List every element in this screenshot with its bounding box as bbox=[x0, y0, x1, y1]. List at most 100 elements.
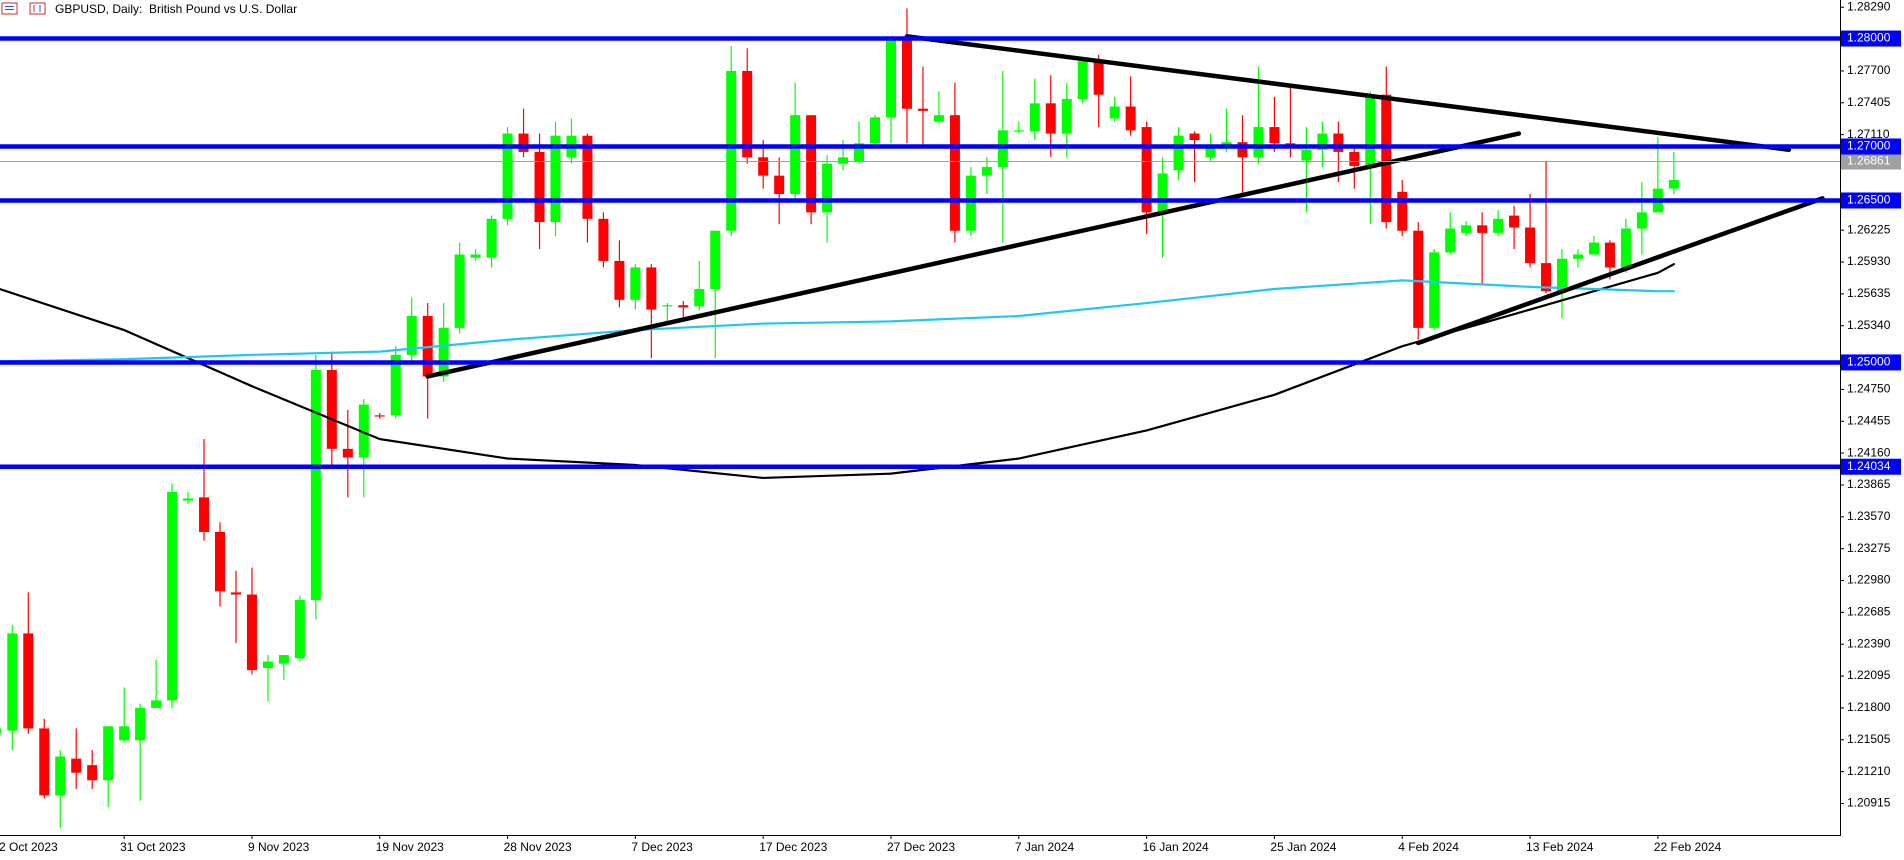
x-tick-label: 9 Nov 2023 bbox=[248, 840, 310, 854]
y-tick-label: 1.22685 bbox=[1847, 605, 1891, 619]
candle-body bbox=[582, 135, 593, 219]
candle-body bbox=[358, 404, 369, 458]
moving-average bbox=[0, 279, 1675, 363]
candle-body bbox=[406, 316, 417, 355]
candle-body bbox=[1045, 103, 1056, 134]
candle-body bbox=[1620, 228, 1631, 268]
candle-body bbox=[1189, 133, 1200, 141]
candle-body bbox=[1157, 173, 1168, 213]
x-tick-label: 7 Dec 2023 bbox=[631, 840, 693, 854]
candle-body bbox=[758, 157, 769, 176]
y-tick-label: 1.25340 bbox=[1847, 318, 1891, 332]
candle-body bbox=[199, 497, 210, 532]
candle-body bbox=[1541, 263, 1552, 292]
candle-body bbox=[630, 267, 641, 300]
y-tick-label: 1.22095 bbox=[1847, 668, 1891, 682]
level-label: 1.28000 bbox=[1847, 31, 1891, 45]
x-tick-label: 7 Jan 2024 bbox=[1015, 840, 1075, 854]
x-tick-label: 22 Oct 2023 bbox=[0, 840, 58, 854]
candle-body bbox=[806, 115, 817, 213]
candle-body bbox=[710, 230, 721, 290]
candle-body bbox=[1636, 212, 1647, 229]
x-tick-label: 31 Oct 2023 bbox=[120, 840, 186, 854]
y-tick-label: 1.21210 bbox=[1847, 764, 1891, 778]
chart-header: GBPUSD, Daily: British Pound vs U.S. Dol… bbox=[1, 2, 297, 16]
candle-body bbox=[310, 369, 321, 600]
candle-body bbox=[7, 633, 18, 731]
y-tick-label: 1.27405 bbox=[1847, 95, 1891, 109]
candle-body bbox=[1572, 254, 1583, 259]
candle-body bbox=[454, 254, 465, 328]
candle-body bbox=[1109, 106, 1120, 119]
candle-body bbox=[214, 531, 225, 592]
trend-line bbox=[1415, 196, 1825, 346]
candle-body bbox=[470, 254, 481, 258]
level-label-box bbox=[1841, 138, 1901, 155]
y-tick-label: 1.20915 bbox=[1847, 796, 1891, 810]
candle-body bbox=[278, 655, 289, 664]
candle-body bbox=[742, 70, 753, 158]
candle-body bbox=[981, 167, 992, 176]
candle-body bbox=[390, 354, 401, 416]
candle-body bbox=[662, 305, 673, 307]
candle-body bbox=[614, 260, 625, 300]
y-tick-label: 1.21800 bbox=[1847, 700, 1891, 714]
candle-body bbox=[119, 726, 130, 741]
level-label-box bbox=[1841, 354, 1901, 371]
y-tick-label: 1.23865 bbox=[1847, 477, 1891, 491]
candle-body bbox=[933, 115, 944, 122]
menu-icon[interactable] bbox=[1, 2, 18, 15]
candle-body bbox=[1253, 127, 1264, 158]
candle-body bbox=[1413, 230, 1424, 328]
x-tick-label: 17 Dec 2023 bbox=[759, 840, 827, 854]
candle-body bbox=[790, 115, 801, 195]
candle-body bbox=[1668, 179, 1679, 189]
candle-body bbox=[1429, 252, 1440, 328]
candle-body bbox=[1205, 145, 1216, 158]
x-tick-label: 28 Nov 2023 bbox=[504, 840, 572, 854]
candle-body bbox=[1349, 151, 1360, 166]
candle-body bbox=[55, 756, 66, 796]
y-tick-label: 1.23570 bbox=[1847, 509, 1891, 523]
plot-area bbox=[0, 8, 1840, 828]
candle-body bbox=[886, 38, 897, 118]
candle-body bbox=[1061, 99, 1072, 134]
candle-body bbox=[1477, 225, 1488, 233]
y-tick-label: 1.23275 bbox=[1847, 541, 1891, 555]
chart-icon[interactable] bbox=[29, 2, 46, 15]
candle-body bbox=[262, 661, 273, 668]
candle-body bbox=[167, 491, 178, 701]
candle-body bbox=[1557, 258, 1568, 292]
level-label: 1.25000 bbox=[1847, 355, 1891, 369]
level-label-box bbox=[1841, 192, 1901, 209]
candle-body bbox=[726, 70, 737, 231]
y-tick-label: 1.21505 bbox=[1847, 732, 1891, 746]
y-tick-label: 1.27700 bbox=[1847, 63, 1891, 77]
candle-body bbox=[854, 143, 865, 162]
candle-body bbox=[838, 157, 849, 164]
y-tick-label: 1.22390 bbox=[1847, 636, 1891, 650]
candle-body bbox=[135, 707, 146, 741]
candle-body bbox=[1493, 218, 1504, 233]
level-label: 1.27000 bbox=[1847, 139, 1891, 153]
level-label-box bbox=[1841, 30, 1901, 47]
level-label-box bbox=[1841, 458, 1901, 475]
candle-body bbox=[949, 115, 960, 231]
candle-body bbox=[1445, 228, 1456, 253]
candle-body bbox=[1077, 61, 1088, 100]
candle-body bbox=[1381, 94, 1392, 223]
y-tick-label: 1.24455 bbox=[1847, 413, 1891, 427]
trend-line bbox=[425, 131, 1522, 379]
candle-body bbox=[1333, 133, 1344, 152]
candle-body bbox=[1588, 242, 1599, 255]
candle-body bbox=[374, 415, 385, 417]
candle-body bbox=[1141, 127, 1152, 213]
y-tick-label: 1.24160 bbox=[1847, 445, 1891, 459]
candle-body bbox=[1013, 130, 1024, 132]
candle-body bbox=[694, 289, 705, 307]
candle-body bbox=[598, 218, 609, 261]
candle-body bbox=[822, 163, 833, 213]
